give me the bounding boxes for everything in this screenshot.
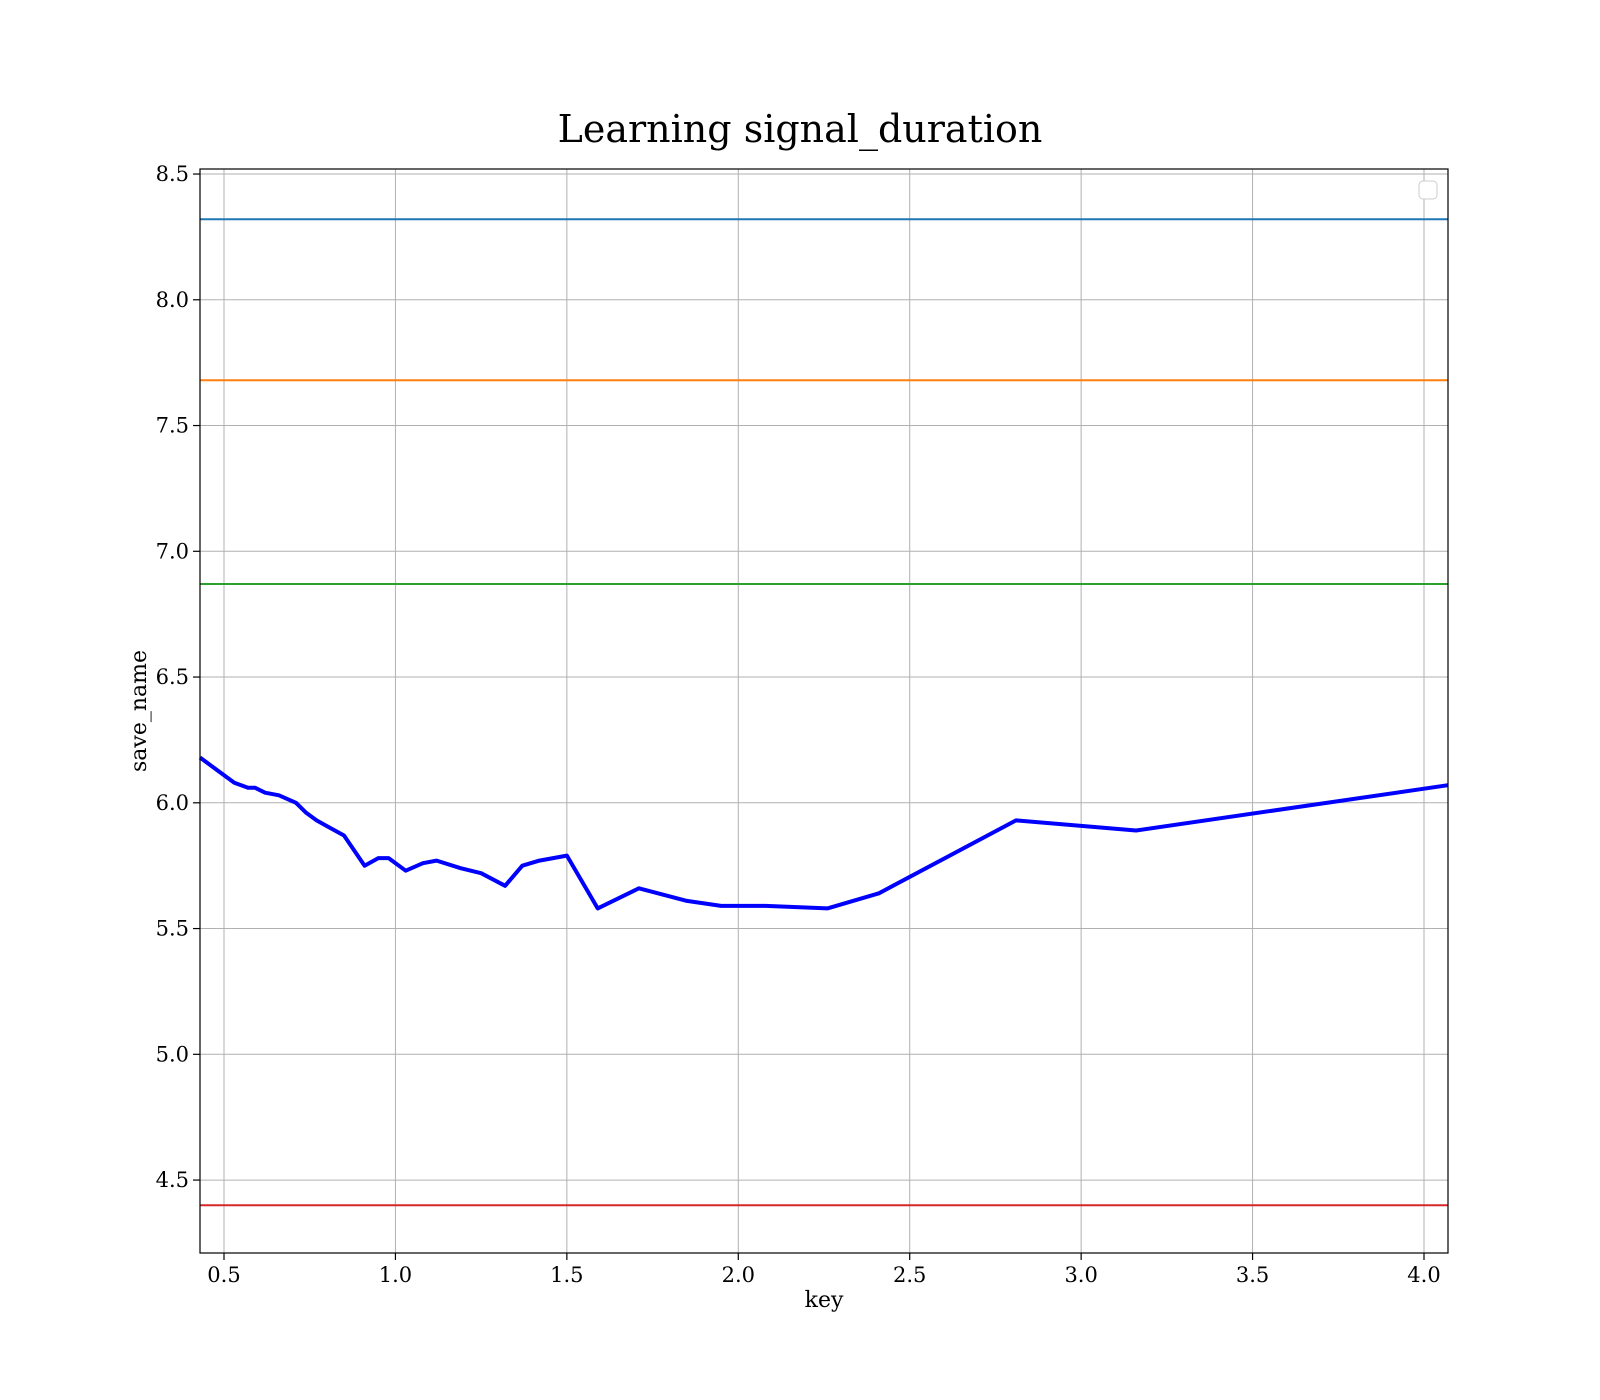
- y-axis-label: save_name: [127, 650, 152, 772]
- y-tick-label: 4.5: [156, 1168, 189, 1192]
- chart-title: Learning signal_duration: [558, 107, 1043, 152]
- x-tick-label: 2.0: [722, 1263, 755, 1287]
- y-tick-label: 5.0: [156, 1042, 189, 1066]
- plot-frame: [199, 168, 1449, 1254]
- x-tick-label: 1.0: [379, 1263, 412, 1287]
- y-tick-label: 6.0: [156, 791, 189, 815]
- y-tick-label: 8.5: [156, 162, 189, 186]
- series-layer: [198, 755, 1449, 911]
- x-tick-label: 0.5: [207, 1263, 240, 1287]
- y-tick-label: 7.0: [156, 539, 189, 563]
- x-tick-label: 3.0: [1064, 1263, 1097, 1287]
- grid-layer: [200, 169, 1448, 1253]
- y-tick-label: 6.5: [156, 665, 189, 689]
- reference-lines: [200, 218, 1448, 1207]
- tick-layer: 0.5 1.0 1.5 2.0 2.5 3.0 3.5 4.0 4.5 5.0 5.5 6.0 6.5 7…: [156, 162, 1441, 1287]
- legend-box: [1418, 180, 1438, 200]
- x-axis-label: key: [805, 1288, 844, 1313]
- x-tick-label: 4.0: [1407, 1263, 1440, 1287]
- y-tick-label: 7.5: [156, 414, 189, 438]
- x-tick-label: 1.5: [550, 1263, 583, 1287]
- series-line: [198, 755, 1449, 911]
- y-tick-label: 5.5: [156, 917, 189, 941]
- x-tick-label: 3.5: [1236, 1263, 1269, 1287]
- x-tick-label: 2.5: [893, 1263, 926, 1287]
- y-tick-label: 8.0: [156, 288, 189, 312]
